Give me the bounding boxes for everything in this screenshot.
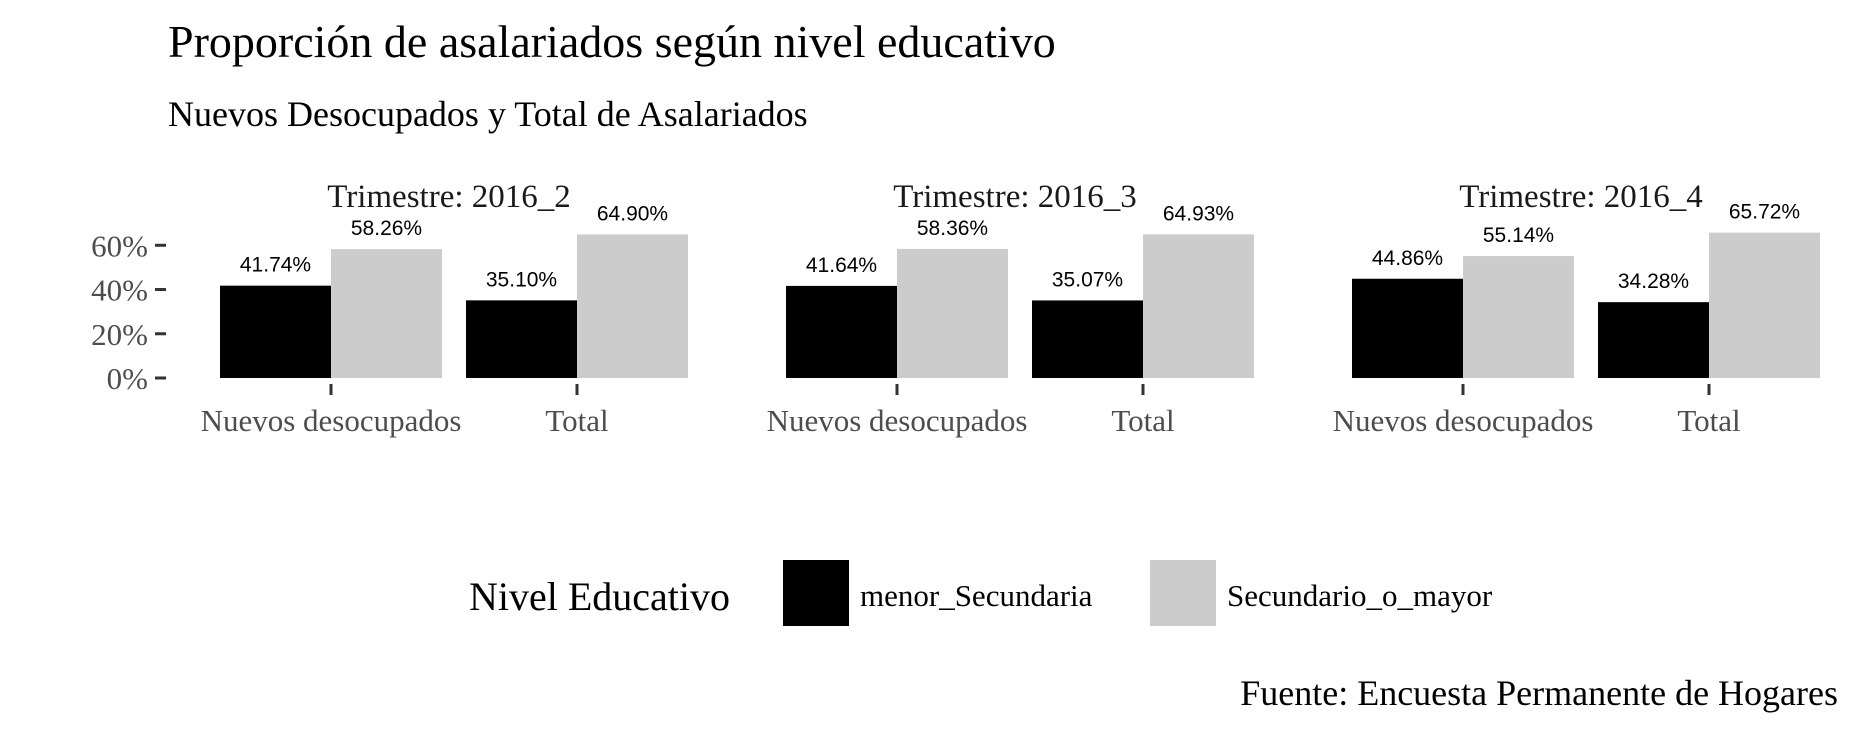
x-tick-label: Total bbox=[1111, 403, 1174, 438]
facet-strip-label: Trimestre: 2016_3 bbox=[893, 179, 1137, 215]
x-tick-label: Nuevos desocupados bbox=[1333, 403, 1594, 438]
facet-strip-label: Trimestre: 2016_2 bbox=[327, 179, 571, 215]
bar bbox=[1598, 302, 1709, 378]
bar-value-label: 35.07% bbox=[1052, 268, 1123, 291]
bar bbox=[1032, 300, 1143, 378]
bar bbox=[577, 234, 688, 378]
x-tick-label: Nuevos desocupados bbox=[767, 403, 1028, 438]
facet-panel: Trimestre: 2016_4 44.86% 55.14% Nuevos deso… bbox=[1333, 179, 1820, 438]
facet-panels: Trimestre: 2016_2 41.74% 58.26% Nuevos deso… bbox=[201, 179, 1820, 438]
facet-panel: Trimestre: 2016_3 41.64% 58.36% Nuevos deso… bbox=[767, 179, 1254, 438]
y-tick-label: 0% bbox=[107, 361, 148, 396]
bar-value-label: 65.72% bbox=[1729, 201, 1800, 224]
bar-value-label: 58.26% bbox=[351, 217, 422, 240]
bar-value-label: 41.74% bbox=[240, 254, 311, 277]
facet-strip-label: Trimestre: 2016_4 bbox=[1459, 179, 1703, 215]
legend-label: menor_Secundaria bbox=[860, 578, 1093, 613]
bar-value-label: 44.86% bbox=[1372, 247, 1443, 270]
bar-value-label: 41.64% bbox=[806, 254, 877, 277]
x-tick-label: Total bbox=[545, 403, 608, 438]
bar-value-label: 34.28% bbox=[1618, 270, 1689, 293]
y-axis: 0% 20% 40% 60% bbox=[91, 228, 166, 396]
bar bbox=[220, 285, 331, 378]
bar bbox=[466, 300, 577, 378]
facet-panel: Trimestre: 2016_2 41.74% 58.26% Nuevos deso… bbox=[201, 179, 688, 438]
y-tick-label: 60% bbox=[91, 228, 148, 263]
bar bbox=[1143, 234, 1254, 378]
bar-value-label: 58.36% bbox=[917, 217, 988, 240]
bar bbox=[1463, 256, 1574, 378]
bar bbox=[786, 285, 897, 378]
bar bbox=[331, 249, 442, 378]
bar-value-label: 55.14% bbox=[1483, 224, 1554, 247]
bar-value-label: 64.90% bbox=[597, 202, 668, 225]
legend-swatch bbox=[1150, 560, 1216, 626]
bar-value-label: 35.10% bbox=[486, 268, 557, 291]
y-tick-label: 40% bbox=[91, 273, 148, 308]
legend: Nivel Educativo menor_Secundaria Secundari… bbox=[469, 560, 1493, 626]
chart-title: Proporción de asalariados según nivel ed… bbox=[168, 16, 1056, 67]
x-tick-label: Nuevos desocupados bbox=[201, 403, 462, 438]
legend-label: Secundario_o_mayor bbox=[1227, 578, 1493, 613]
bar bbox=[897, 248, 1008, 378]
legend-swatch bbox=[783, 560, 849, 626]
y-tick-label: 20% bbox=[91, 317, 148, 352]
bar bbox=[1352, 278, 1463, 378]
bar-value-label: 64.93% bbox=[1163, 202, 1234, 225]
legend-title: Nivel Educativo bbox=[469, 574, 730, 619]
chart-subtitle: Nuevos Desocupados y Total de Asalariado… bbox=[168, 94, 808, 134]
bar bbox=[1709, 232, 1820, 378]
chart-caption: Fuente: Encuesta Permanente de Hogares bbox=[1240, 673, 1838, 713]
x-tick-label: Total bbox=[1677, 403, 1740, 438]
